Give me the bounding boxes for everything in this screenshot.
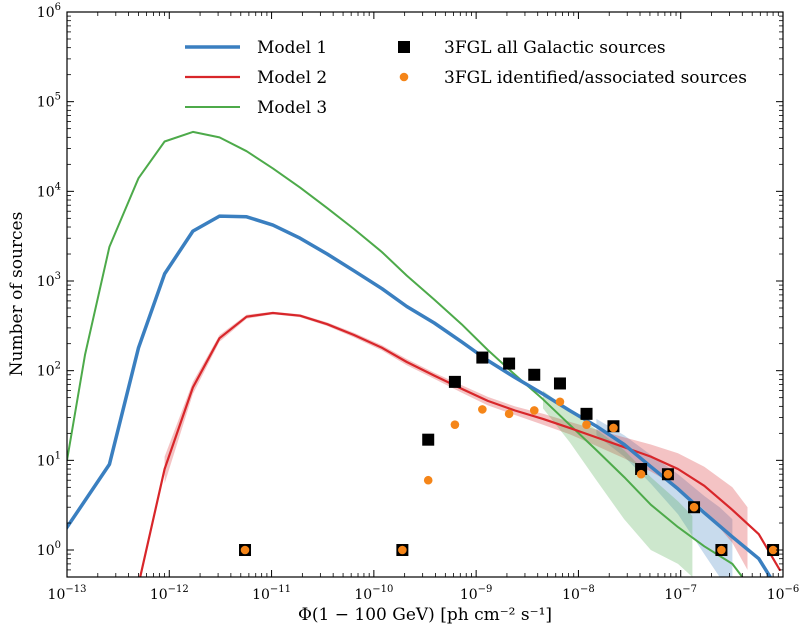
x-tick-label: 10−8 (562, 584, 595, 603)
y-tick-label: 103 (37, 271, 61, 290)
tick-labels: 10−13 10−12 10−11 10−10 10−9 10−8 10−7 10−6 100 1… (37, 2, 799, 603)
all-galactic-source-marker (476, 351, 489, 364)
model-2-band (164, 311, 748, 570)
y-axis-label: Number of sources (7, 212, 27, 377)
identified-source-marker (636, 469, 646, 479)
identified-source-marker (768, 545, 778, 555)
plot-frame (66, 11, 784, 578)
legend: Model 1 Model 2 Model 3 3FGL all Galactic s… (185, 38, 747, 118)
scatter-legend-label: 3FGL all Galactic sources (444, 38, 666, 58)
identified-source-marker (717, 545, 726, 555)
x-tick-label: 10−9 (460, 584, 493, 603)
y-tick-label: 101 (37, 450, 61, 469)
x-tick-label: 10−13 (48, 584, 87, 603)
identified-source-marker (423, 475, 433, 485)
identified-source-marker (478, 405, 487, 414)
y-tick-label: 105 (37, 92, 61, 111)
all-galactic-source-marker (422, 433, 435, 446)
y-tick-label: 106 (37, 2, 61, 21)
model-1-line (67, 214, 772, 577)
model-3-band (543, 390, 693, 577)
all-galactic-source-marker (580, 407, 593, 420)
x-axis-label: Φ(1 − 100 GeV) [ph cm⁻² s⁻¹] (298, 605, 552, 625)
model-2-legend-label: Model 2 (257, 68, 327, 88)
model-1-legend-label: Model 1 (257, 38, 327, 58)
identified-source-marker (689, 502, 699, 512)
uncertainty-bands (164, 311, 748, 577)
identified-source-marker (609, 423, 618, 433)
model-1-band (596, 418, 733, 577)
source-markers (239, 351, 780, 557)
x-tick-label: 10−10 (354, 584, 393, 603)
x-tick-label: 10−11 (252, 584, 291, 603)
y-tick-label: 102 (37, 361, 61, 380)
x-tick-label: 10−6 (767, 584, 800, 603)
identified-source-marker (529, 406, 539, 415)
identified-legend-swatch (399, 72, 409, 82)
identified-source-marker (582, 420, 591, 429)
identified-source-marker (450, 420, 460, 429)
model-curves (67, 130, 781, 577)
model-3-line (67, 130, 744, 577)
axis-ticks (66, 11, 784, 577)
all-galactic-source-marker (448, 375, 461, 388)
all-galactic-source-marker (528, 368, 541, 381)
all-galactic-source-marker (553, 377, 566, 390)
x-tick-label: 10−7 (664, 584, 697, 603)
identified-source-marker (240, 545, 250, 555)
model-3-legend-label: Model 3 (257, 98, 327, 118)
all-galactic-source-marker (503, 357, 516, 370)
scatter-legend-label: 3FGL identified/associated sources (444, 68, 747, 88)
identified-source-marker (398, 545, 407, 555)
y-tick-label: 100 (37, 540, 61, 559)
all-galactic-legend-swatch (398, 41, 410, 53)
identified-source-marker (504, 409, 514, 419)
y-tick-label: 104 (37, 181, 61, 200)
identified-source-marker (663, 469, 673, 479)
model-2-line (139, 311, 781, 577)
x-tick-label: 10−12 (150, 584, 189, 603)
identified-source-marker (555, 397, 565, 407)
